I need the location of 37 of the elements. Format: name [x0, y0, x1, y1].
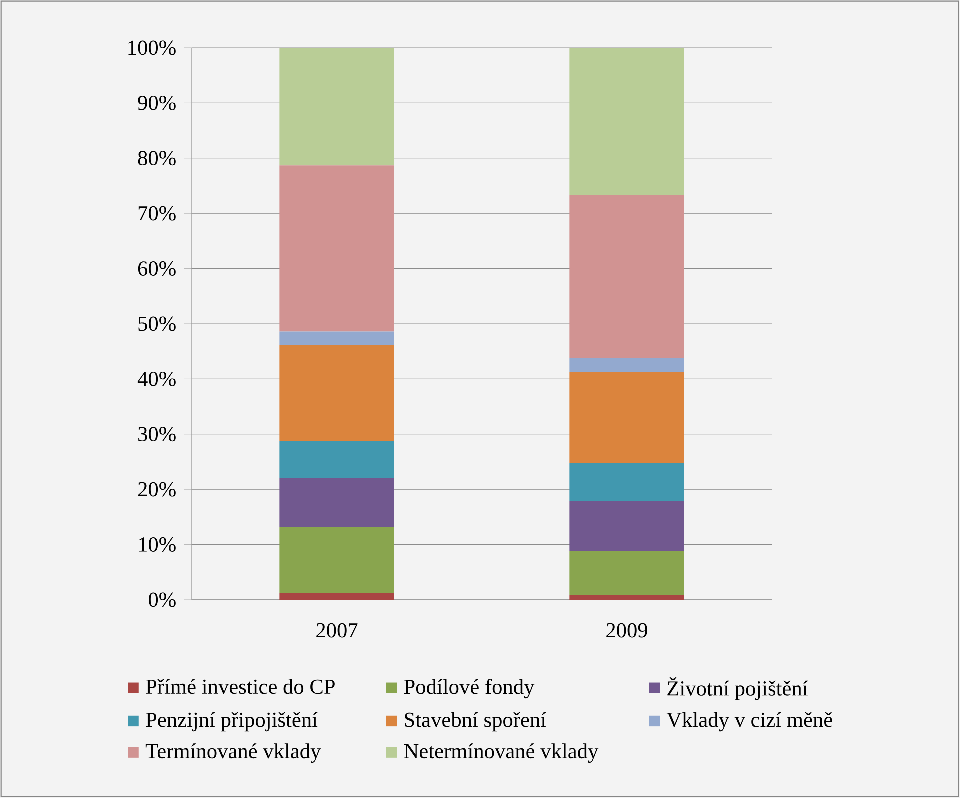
bar [570, 595, 684, 600]
legend-label: Stavební spoření [405, 712, 546, 732]
y-tick-label: 50% [138, 316, 176, 332]
bar [280, 48, 394, 166]
y-tick-label: 40% [138, 372, 176, 386]
bar [280, 527, 394, 594]
bar [570, 358, 684, 372]
legend-label: Termínované vklady [146, 744, 322, 764]
bar [280, 346, 394, 442]
bar [280, 442, 394, 479]
y-tick-label: 20% [138, 482, 176, 497]
bar [570, 501, 684, 552]
y-tick-label: 0% [149, 592, 176, 608]
y-tick-label: 60% [138, 262, 176, 276]
y-tick-label: 100% [128, 40, 176, 56]
y-tick-label: 70% [138, 206, 176, 221]
bar [280, 166, 394, 332]
bar [570, 463, 684, 502]
bar [570, 48, 684, 196]
legend-label: Podílové fondy [404, 679, 535, 699]
bar [280, 593, 394, 600]
y-tick-label: 80% [138, 151, 176, 166]
legend-label: Netermínované vklady [404, 744, 599, 764]
bar [570, 551, 684, 596]
y-tick-label: 90% [138, 96, 176, 110]
legend-label: Životní pojištění [668, 677, 808, 700]
bar [570, 372, 684, 464]
x-tick-label: 2009 [606, 623, 648, 638]
x-tick-label: 2007 [316, 623, 358, 638]
bar [280, 478, 394, 528]
y-tick-label: 10% [139, 538, 176, 552]
y-tick-label: 30% [138, 427, 176, 442]
bar [570, 195, 684, 358]
bar [280, 332, 394, 346]
legend-label: Přímé investice do CP [146, 679, 335, 694]
legend-label: Vklady v cizí měně [666, 712, 832, 732]
legend-label: Penzijní připojištění [146, 712, 318, 732]
